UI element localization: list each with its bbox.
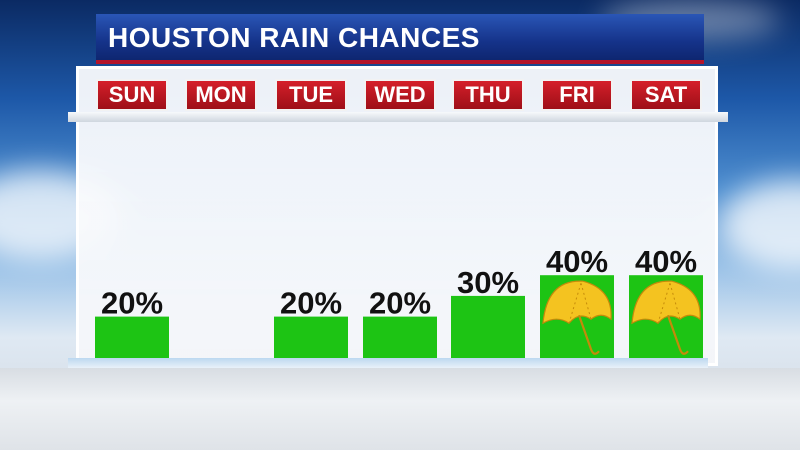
bar-wed: [363, 316, 437, 358]
data-label-fri: 40%: [546, 244, 608, 279]
bar-thu: [451, 295, 525, 358]
data-label-sun: 20%: [101, 286, 163, 321]
bar-tue: [274, 316, 348, 358]
data-label-tue: 20%: [280, 286, 342, 321]
board-shelf: [68, 112, 728, 122]
day-tab-mon: MON: [185, 79, 257, 111]
data-label-thu: 30%: [457, 265, 519, 300]
umbrella-icon: [631, 280, 701, 355]
day-tab-tue: TUE: [275, 79, 347, 111]
day-tab-sat: SAT: [630, 79, 702, 111]
bar-sun: [95, 316, 169, 358]
day-tab-thu: THU: [452, 79, 524, 111]
umbrella-icon: [542, 280, 612, 355]
page-title: HOUSTON RAIN CHANCES: [108, 22, 480, 53]
board-base: [68, 358, 708, 368]
day-tab-sun: SUN: [96, 79, 168, 111]
day-tab-fri: FRI: [541, 79, 613, 111]
day-tab-wed: WED: [364, 79, 436, 111]
data-label-wed: 20%: [369, 286, 431, 321]
title-bar: HOUSTON RAIN CHANCES: [96, 14, 704, 64]
studio-floor: [0, 368, 800, 450]
data-label-sat: 40%: [635, 244, 697, 279]
